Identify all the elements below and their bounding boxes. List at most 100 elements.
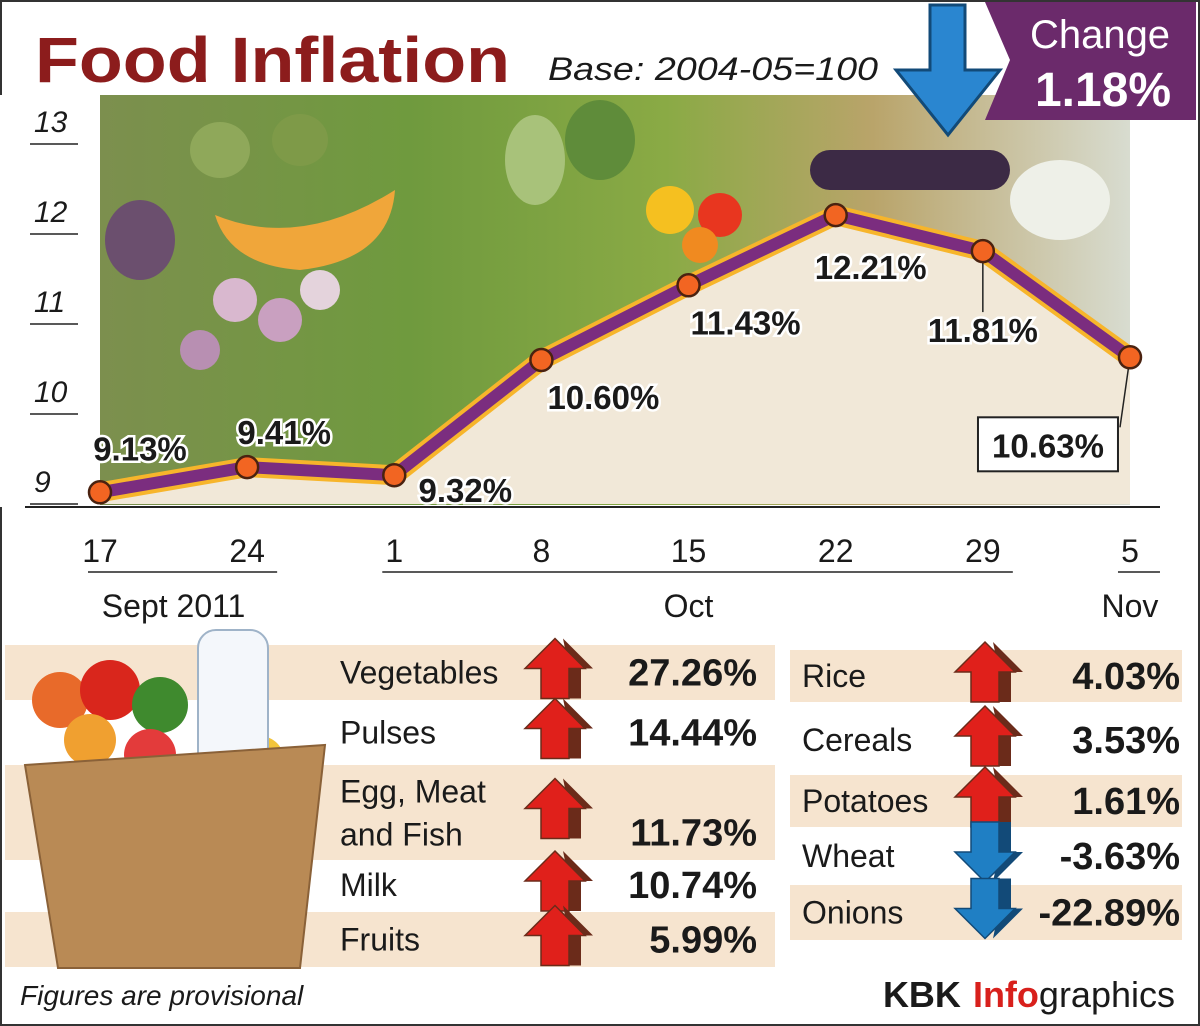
row-name: Wheat [802, 838, 895, 874]
point [676, 273, 701, 298]
veg [190, 122, 250, 178]
veg [682, 227, 718, 263]
x-tick-label: 8 [533, 533, 551, 569]
veg [505, 115, 565, 205]
point [970, 238, 996, 264]
credit-part: graphics [1039, 974, 1175, 1015]
row-value: 5.99% [649, 920, 757, 962]
y-tick-label: 10 [34, 376, 68, 409]
point [234, 454, 260, 480]
value-label: 12.21% [815, 249, 927, 286]
row-name: Vegetables [340, 655, 498, 691]
row-value: -22.89% [1038, 893, 1180, 935]
line [98, 209, 1134, 499]
value-label: 10.60% [547, 379, 659, 416]
down-arrow [953, 877, 1023, 940]
row-name: Milk [340, 867, 398, 903]
row-name: Pulses [340, 715, 436, 751]
point [823, 202, 848, 228]
row-name: Onions [802, 895, 903, 931]
veg [258, 298, 302, 342]
veg [215, 190, 395, 270]
fruit [64, 714, 116, 766]
change-arrow [892, 3, 1004, 138]
point [87, 480, 113, 505]
bag [23, 743, 327, 969]
up-arrow [523, 777, 593, 840]
row-value: -3.63% [1060, 836, 1180, 878]
up-arrow [953, 640, 1023, 703]
veg [180, 330, 220, 370]
down-arrow [953, 821, 1023, 884]
x-tick-label: 1 [385, 533, 403, 569]
fruit [80, 660, 140, 720]
arrow-head [953, 821, 1017, 884]
arrow-head [953, 877, 1017, 940]
fruit [132, 677, 188, 733]
row-name: Egg, Meat and Fish [340, 774, 495, 853]
x-tick-label: 29 [965, 533, 1001, 569]
row-name: Cereals [802, 722, 912, 758]
up-arrow [523, 697, 593, 760]
credit-part: Info [973, 974, 1039, 1015]
month-label: Sept 2011 [102, 588, 246, 624]
value-label: 11.43% [691, 304, 801, 341]
row-value: 14.44% [628, 713, 757, 755]
value-label: 9.41% [237, 414, 331, 451]
credit: KBK Infographics [883, 974, 1175, 1015]
arrow-head [953, 640, 1017, 703]
row-value: 27.26% [628, 653, 757, 695]
up-arrow [523, 904, 593, 967]
footnote: Figures are provisional [20, 980, 304, 1011]
row-name: Potatoes [802, 783, 928, 819]
veg [698, 193, 742, 237]
value-label: 10.63% [992, 427, 1104, 464]
y-tick-label: 13 [34, 106, 68, 139]
change-box [985, 2, 1196, 120]
row-value: 4.03% [1072, 656, 1180, 698]
row-value: 10.74% [628, 865, 757, 907]
veg [300, 270, 340, 310]
x-tick-label: 22 [818, 533, 854, 569]
x-tick-label: 15 [671, 533, 707, 569]
title: Food Inflation [35, 24, 510, 96]
veg [646, 186, 694, 234]
y-tick-label: 9 [34, 466, 51, 499]
row-value: 3.53% [1072, 720, 1180, 762]
value-label: 11.81% [928, 312, 1038, 349]
arrow-head [523, 777, 587, 840]
row-name: Fruits [340, 922, 420, 958]
veg [565, 100, 635, 180]
arrow-head [523, 697, 587, 760]
point [382, 462, 407, 488]
value-label: 9.32% [418, 472, 512, 509]
x-tick-label: 17 [82, 533, 118, 569]
label-box [976, 416, 1119, 473]
row-value: 1.61% [1072, 781, 1180, 823]
row-value: 11.73% [630, 813, 757, 855]
veg [1010, 160, 1110, 240]
y-tick-label: 11 [34, 286, 65, 319]
margin [0, 95, 100, 507]
point [1117, 345, 1143, 370]
value-label: 9.13% [93, 430, 187, 467]
veg [810, 150, 1010, 190]
credit-part: KBK [883, 974, 961, 1015]
change-label: Change [1030, 13, 1170, 57]
veg [272, 114, 328, 166]
month-label: Nov [1102, 588, 1159, 624]
fruit [32, 672, 88, 728]
arrow-head [523, 904, 587, 967]
x-tick-label: 5 [1121, 533, 1139, 569]
subtitle: Base: 2004-05=100 [548, 51, 878, 87]
area [100, 215, 1130, 504]
change-value: 1.18% [1035, 64, 1171, 117]
grocery-bag [23, 629, 327, 969]
veg [213, 278, 257, 322]
x-tick-label: 24 [229, 533, 265, 569]
y-tick-label: 12 [34, 196, 68, 229]
month-label: Oct [664, 588, 714, 624]
point [529, 347, 554, 373]
row-name: Rice [802, 658, 866, 694]
